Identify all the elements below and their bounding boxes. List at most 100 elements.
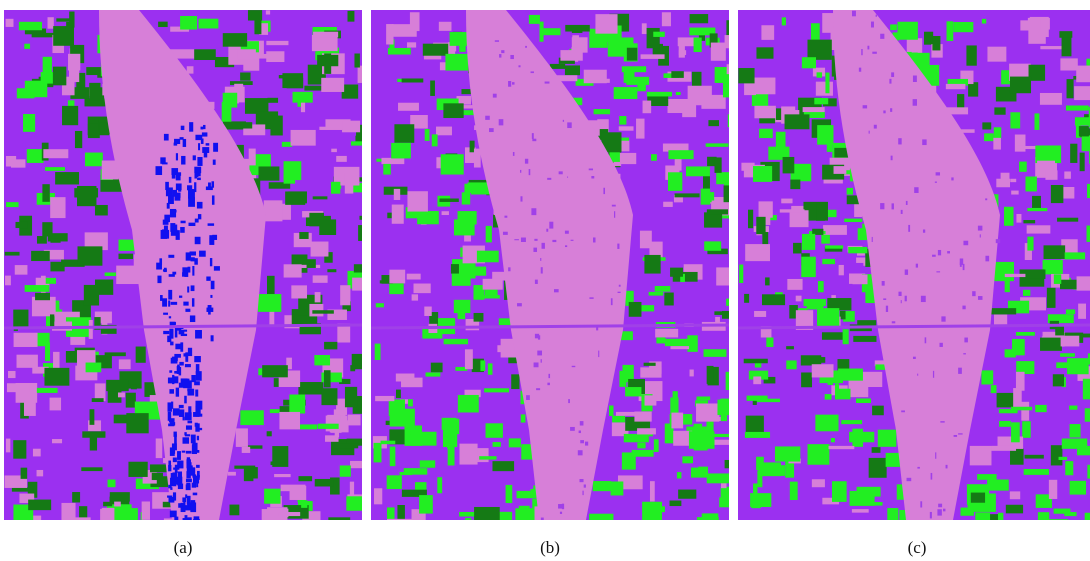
land-patch	[65, 351, 81, 363]
river-speck	[912, 356, 916, 359]
land-patch	[14, 265, 28, 275]
land-patch	[375, 303, 384, 308]
land-patch	[267, 275, 275, 297]
river-speck	[593, 237, 596, 243]
river-speck	[940, 421, 945, 423]
river-speck	[985, 255, 990, 262]
land-patch	[515, 508, 536, 520]
land-patch	[283, 264, 302, 278]
water-patch	[196, 435, 200, 441]
river-speck	[852, 10, 856, 17]
land-patch	[106, 379, 129, 392]
water-patch	[213, 142, 219, 152]
river-speck	[508, 81, 512, 87]
land-patch	[812, 228, 824, 235]
river-speck	[920, 501, 923, 508]
land-patch	[352, 277, 362, 291]
land-patch	[842, 329, 849, 345]
water-patch	[170, 487, 173, 490]
river-speck	[891, 72, 895, 78]
water-patch	[200, 138, 204, 144]
land-patch	[622, 364, 634, 383]
river-speck	[868, 130, 870, 134]
water-patch	[170, 301, 178, 305]
land-patch	[706, 209, 728, 215]
land-patch	[1034, 113, 1040, 130]
water-patch	[180, 220, 186, 224]
water-patch	[186, 495, 191, 505]
water-patch	[180, 227, 185, 233]
land-patch	[401, 377, 423, 388]
land-patch	[430, 80, 435, 96]
land-patch	[872, 405, 884, 416]
land-patch	[816, 202, 826, 221]
land-patch	[1011, 190, 1019, 195]
land-patch	[474, 506, 500, 520]
water-patch	[174, 327, 178, 338]
land-patch	[528, 14, 540, 24]
land-patch	[968, 82, 979, 97]
land-patch	[325, 435, 339, 442]
river-speck	[891, 203, 894, 210]
land-patch	[761, 25, 775, 40]
land-patch	[350, 365, 356, 372]
river-area	[466, 10, 633, 520]
land-patch	[375, 395, 395, 402]
land-patch	[389, 408, 415, 427]
land-patch	[597, 119, 609, 135]
land-patch	[222, 33, 248, 47]
land-patch	[454, 110, 480, 116]
water-patch	[193, 412, 200, 417]
land-patch	[609, 149, 620, 162]
land-patch	[301, 500, 308, 508]
land-patch	[18, 21, 43, 31]
land-patch	[4, 251, 20, 256]
land-patch	[817, 281, 824, 293]
land-patch	[333, 448, 338, 454]
water-patch	[207, 305, 212, 309]
river-speck	[562, 119, 565, 122]
land-patch	[1069, 424, 1081, 438]
land-patch	[492, 461, 515, 472]
land-patch	[720, 398, 729, 409]
land-patch	[314, 292, 321, 303]
river-speck	[972, 291, 976, 297]
water-patch	[200, 126, 204, 130]
land-patch	[623, 433, 649, 443]
land-patch	[247, 10, 263, 21]
land-patch	[1017, 145, 1043, 150]
water-patch	[178, 189, 182, 192]
water-patch	[184, 434, 191, 437]
land-patch	[1060, 58, 1078, 71]
water-patch	[170, 357, 178, 364]
land-patch	[823, 177, 843, 184]
land-patch	[68, 63, 80, 83]
land-patch	[341, 84, 359, 99]
land-patch	[89, 432, 98, 451]
land-patch	[826, 142, 833, 152]
water-patch	[190, 500, 196, 503]
land-patch	[781, 17, 786, 26]
water-patch	[194, 236, 201, 245]
river-speck	[525, 45, 527, 48]
panel-caption: (a)	[174, 538, 193, 557]
river-speck	[900, 209, 903, 214]
land-patch	[1086, 225, 1090, 242]
land-patch	[151, 472, 163, 481]
land-patch	[946, 21, 954, 42]
land-patch	[720, 412, 728, 422]
land-patch	[299, 232, 309, 239]
water-patch	[168, 465, 172, 472]
land-patch	[1060, 335, 1080, 347]
land-patch	[1053, 274, 1062, 284]
land-patch	[337, 323, 351, 343]
land-patch	[299, 323, 321, 335]
land-patch	[240, 72, 251, 81]
land-patch	[1012, 338, 1025, 356]
land-patch	[440, 154, 464, 175]
land-patch	[816, 72, 823, 78]
land-patch	[993, 127, 1002, 139]
land-patch	[424, 306, 432, 316]
land-patch	[346, 183, 362, 193]
